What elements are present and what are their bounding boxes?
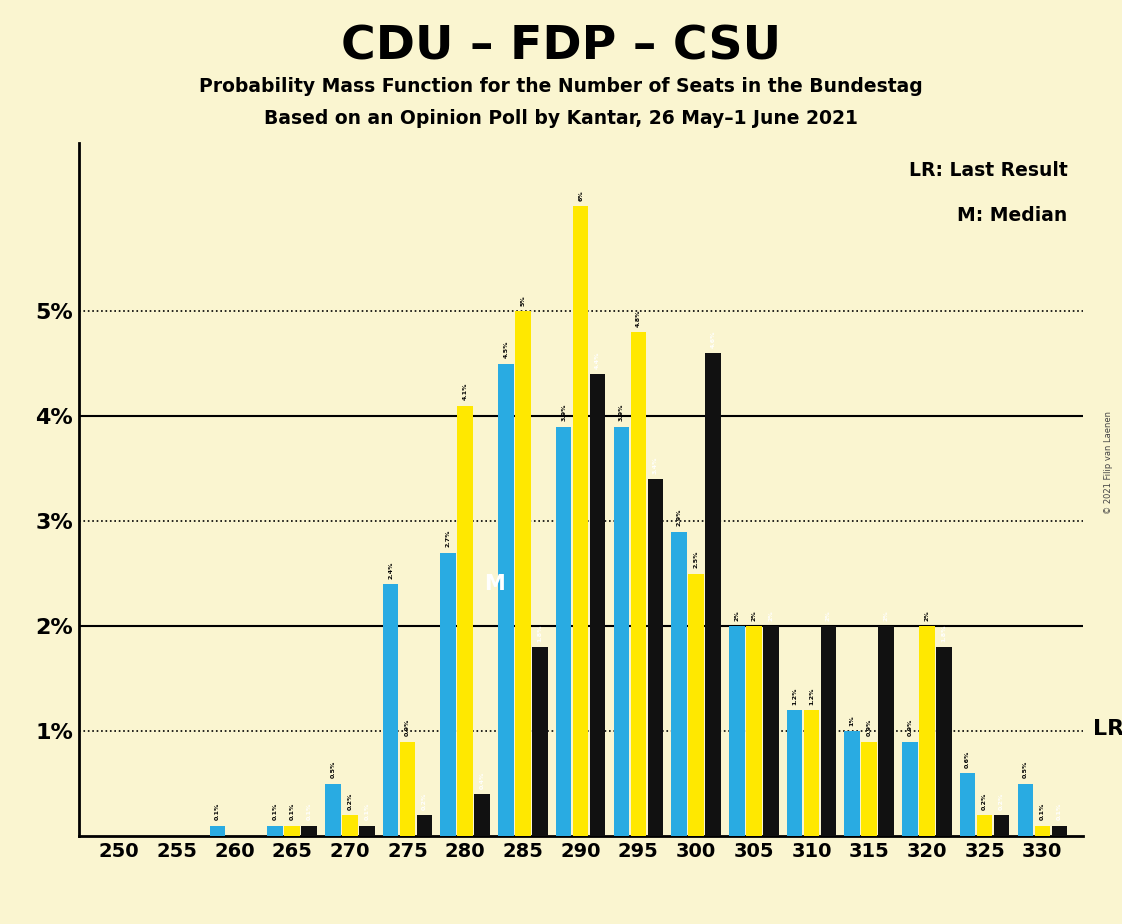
- Bar: [1018, 784, 1033, 836]
- Bar: [614, 427, 629, 836]
- Bar: [325, 784, 341, 836]
- Text: 2%: 2%: [769, 610, 773, 621]
- Text: 1.8%: 1.8%: [537, 625, 542, 642]
- Bar: [590, 374, 606, 836]
- Text: 0.2%: 0.2%: [982, 793, 987, 810]
- Text: 5%: 5%: [521, 296, 525, 306]
- Text: 0.2%: 0.2%: [999, 793, 1004, 810]
- Text: Probability Mass Function for the Number of Seats in the Bundestag: Probability Mass Function for the Number…: [199, 77, 923, 96]
- Bar: [416, 815, 432, 836]
- Text: 0.1%: 0.1%: [289, 803, 295, 821]
- Text: 3.9%: 3.9%: [619, 404, 624, 421]
- Text: 0.2%: 0.2%: [422, 793, 427, 810]
- Text: 4.4%: 4.4%: [595, 351, 600, 369]
- Bar: [688, 574, 703, 836]
- Text: 0.1%: 0.1%: [365, 803, 369, 821]
- Text: 0.1%: 0.1%: [215, 803, 220, 821]
- Text: 0.6%: 0.6%: [965, 750, 971, 768]
- Text: 1%: 1%: [849, 715, 855, 726]
- Text: M: Median: M: Median: [957, 206, 1068, 225]
- Text: LR: Last Result: LR: Last Result: [909, 161, 1068, 179]
- Text: 0.2%: 0.2%: [348, 793, 352, 810]
- Bar: [959, 773, 975, 836]
- Text: Based on an Opinion Poll by Kantar, 26 May–1 June 2021: Based on an Opinion Poll by Kantar, 26 M…: [264, 109, 858, 128]
- Bar: [573, 206, 588, 836]
- Bar: [532, 647, 548, 836]
- Bar: [706, 353, 720, 836]
- Text: 4.6%: 4.6%: [710, 331, 716, 348]
- Text: 4.8%: 4.8%: [636, 310, 641, 327]
- Text: 4.1%: 4.1%: [462, 383, 468, 400]
- Text: 3.9%: 3.9%: [561, 404, 567, 421]
- Bar: [845, 731, 861, 836]
- Text: 1.2%: 1.2%: [809, 687, 813, 705]
- Text: 2.7%: 2.7%: [445, 530, 451, 547]
- Bar: [301, 826, 316, 836]
- Text: 0.1%: 0.1%: [306, 803, 312, 821]
- Text: 0.4%: 0.4%: [480, 772, 485, 789]
- Bar: [498, 364, 514, 836]
- Bar: [879, 626, 894, 836]
- Text: 3.4%: 3.4%: [653, 456, 657, 474]
- Text: LR: LR: [1093, 719, 1122, 739]
- Text: 2%: 2%: [826, 610, 831, 621]
- Text: 0.1%: 0.1%: [1040, 803, 1045, 821]
- Text: © 2021 Filip van Laenen: © 2021 Filip van Laenen: [1104, 410, 1113, 514]
- Bar: [763, 626, 779, 836]
- Bar: [977, 815, 993, 836]
- Text: 2.9%: 2.9%: [677, 509, 681, 527]
- Bar: [555, 427, 571, 836]
- Bar: [441, 553, 456, 836]
- Bar: [342, 815, 358, 836]
- Text: 0.9%: 0.9%: [908, 719, 912, 736]
- Bar: [729, 626, 745, 836]
- Bar: [399, 742, 415, 836]
- Text: 0.5%: 0.5%: [1023, 761, 1028, 778]
- Bar: [862, 742, 877, 836]
- Bar: [1034, 826, 1050, 836]
- Bar: [994, 815, 1010, 836]
- Bar: [902, 742, 918, 836]
- Bar: [746, 626, 762, 836]
- Text: 4.5%: 4.5%: [504, 341, 508, 359]
- Bar: [803, 711, 819, 836]
- Text: 2%: 2%: [925, 610, 929, 621]
- Text: 2%: 2%: [884, 610, 889, 621]
- Text: 0.9%: 0.9%: [866, 719, 872, 736]
- Text: 0.1%: 0.1%: [273, 803, 277, 821]
- Text: 6%: 6%: [578, 190, 583, 201]
- Bar: [631, 333, 646, 836]
- Text: 2.5%: 2.5%: [693, 551, 699, 568]
- Bar: [458, 406, 473, 836]
- Text: 2%: 2%: [752, 610, 756, 621]
- Bar: [475, 795, 490, 836]
- Bar: [284, 826, 300, 836]
- Bar: [919, 626, 935, 836]
- Text: M: M: [484, 574, 505, 594]
- Text: CDU – FDP – CSU: CDU – FDP – CSU: [341, 24, 781, 69]
- Text: 0.5%: 0.5%: [330, 761, 335, 778]
- Text: 2.4%: 2.4%: [388, 562, 393, 579]
- Bar: [820, 626, 836, 836]
- Bar: [210, 826, 226, 836]
- Bar: [383, 584, 398, 836]
- Bar: [267, 826, 283, 836]
- Text: 1.8%: 1.8%: [941, 625, 946, 642]
- Bar: [647, 480, 663, 836]
- Text: 0.9%: 0.9%: [405, 719, 410, 736]
- Bar: [936, 647, 951, 836]
- Text: 0.1%: 0.1%: [1057, 803, 1061, 821]
- Bar: [359, 826, 375, 836]
- Bar: [1051, 826, 1067, 836]
- Bar: [515, 311, 531, 836]
- Bar: [671, 531, 687, 836]
- Text: 1.2%: 1.2%: [792, 687, 797, 705]
- Text: 2%: 2%: [734, 610, 739, 621]
- Bar: [787, 711, 802, 836]
